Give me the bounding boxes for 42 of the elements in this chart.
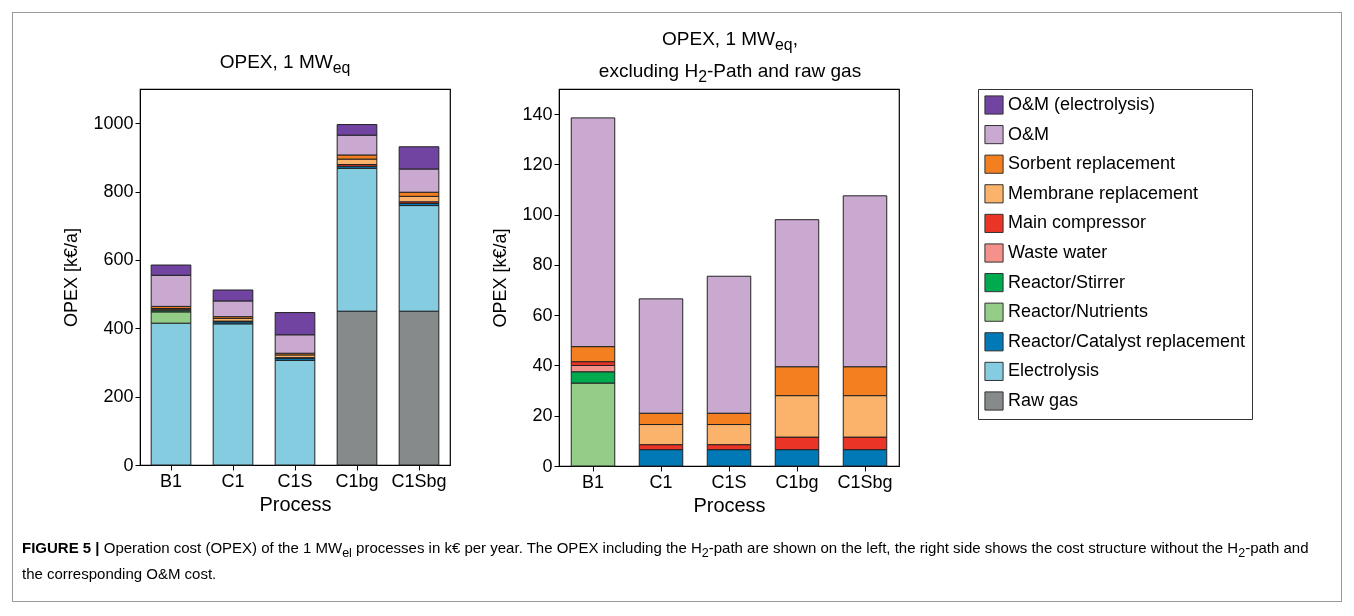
y-tick-label: 80 <box>532 254 553 275</box>
y-tick-label: 0 <box>123 454 134 475</box>
y-tick-label: 1000 <box>93 112 134 133</box>
x-tick-label: B1 <box>581 471 605 492</box>
x-tick-label: C1bg <box>335 470 379 491</box>
x-tick-label: C1 <box>221 470 245 491</box>
text: FIGURE 5 | Operation cost (OPEX) of the 1 MW$_{el}$ processes in k€ per year. The OPEX including the H$_{2}$-path are shown on the left, the right side shows the cost structure without the H$_{2}$-path and the corresponding O&M cost. <box>22 539 1309 582</box>
legend-label: O&M <box>1008 123 1050 144</box>
x-tick-label: C1 <box>649 471 673 492</box>
x-tick-label: C1bg <box>775 471 819 492</box>
x-tick-label: C1S <box>277 470 313 491</box>
y-tick-label: 400 <box>103 317 134 338</box>
chart-title: OPEX, 1 MW$_{eq}$, excluding H$_{2}$-Path and raw gas <box>598 28 862 85</box>
y-tick-label: 140 <box>522 103 553 124</box>
y-tick-label: 20 <box>532 405 553 426</box>
legend-label: Sorbent replacement <box>1008 153 1176 174</box>
y-tick-label: 200 <box>103 386 134 407</box>
y-tick-label: 40 <box>532 354 553 375</box>
legend-label: Membrane replacement <box>1008 182 1199 203</box>
y-tick-label: 120 <box>522 153 553 174</box>
y-tick-label: 800 <box>103 181 134 202</box>
x-tick-label: C1S <box>711 471 747 492</box>
chart-title: OPEX, 1 MW$_{eq}$ <box>218 50 352 78</box>
legend-label: Raw gas <box>1008 390 1079 410</box>
legend-label: Reactor/Nutrients <box>1008 301 1149 322</box>
y-tick-label: 100 <box>522 204 553 225</box>
y-tick-label: 60 <box>532 304 553 325</box>
legend-label: Waste water <box>1008 242 1108 262</box>
x-tick-label: C1Sbg <box>391 470 447 491</box>
y-tick-label: 600 <box>103 249 134 270</box>
legend-label: Electrolysis <box>1008 360 1100 381</box>
x-tick-label: C1Sbg <box>837 471 893 492</box>
y-tick-label: 0 <box>542 455 553 476</box>
x-axis-title: Process <box>693 493 766 516</box>
y-axis-title: OPEX [k€/a] <box>490 228 511 328</box>
y-axis-title: OPEX [k€/a] <box>61 227 82 328</box>
legend-label: Reactor/Stirrer <box>1008 271 1126 292</box>
legend-label: Main compressor <box>1008 212 1147 233</box>
legend-label: O&M (electrolysis) <box>1008 94 1156 114</box>
legend-label: Reactor/Catalyst replacement <box>1008 330 1246 351</box>
x-tick-label: B1 <box>159 470 183 491</box>
x-axis-title: Process <box>259 492 332 515</box>
